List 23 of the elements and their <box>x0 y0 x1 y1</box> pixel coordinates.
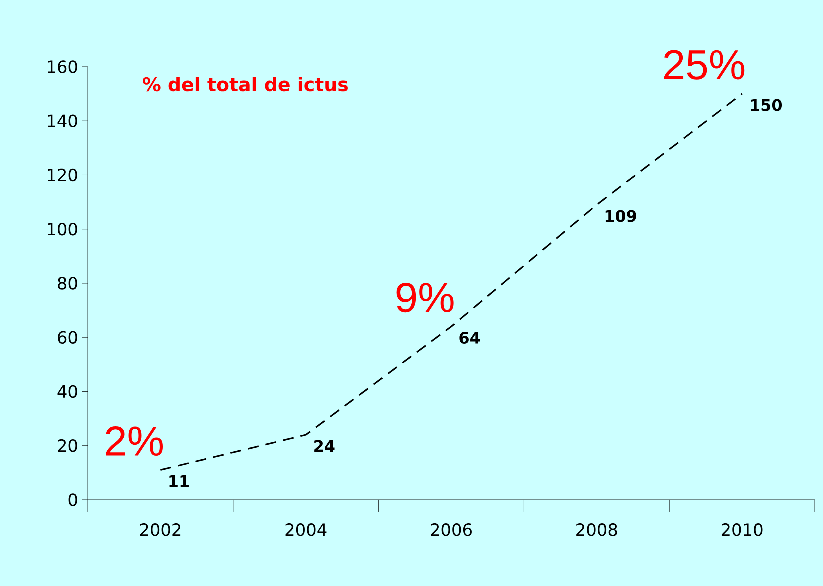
data-label: 11 <box>170 475 189 488</box>
annotation: 2% <box>106 426 164 456</box>
annotation: 9% <box>396 282 454 313</box>
y-tick-label: 100 <box>48 222 78 236</box>
y-tick-label: 40 <box>58 385 78 398</box>
data-label: 64 <box>460 332 480 344</box>
y-tick-label: 80 <box>58 277 78 290</box>
annotation: 25% <box>664 50 745 80</box>
data-label: 109 <box>606 210 636 222</box>
data-label: 24 <box>314 440 335 452</box>
y-tick-label: 160 <box>48 60 78 74</box>
annotation: % del total de ictus <box>143 77 348 92</box>
y-tick-label: 0 <box>68 494 78 506</box>
x-tick-label: 2010 <box>722 523 763 536</box>
data-label: 150 <box>751 99 782 112</box>
x-tick-label: 2006 <box>431 523 472 536</box>
x-tick-label: 2002 <box>140 523 181 536</box>
y-tick-label: 120 <box>48 168 78 182</box>
x-tick-label: 2004 <box>286 523 327 536</box>
y-tick-label: 20 <box>58 439 78 452</box>
y-tick-label: 60 <box>58 331 78 344</box>
y-tick-label: 140 <box>48 114 78 128</box>
x-tick-label: 2008 <box>576 523 618 536</box>
